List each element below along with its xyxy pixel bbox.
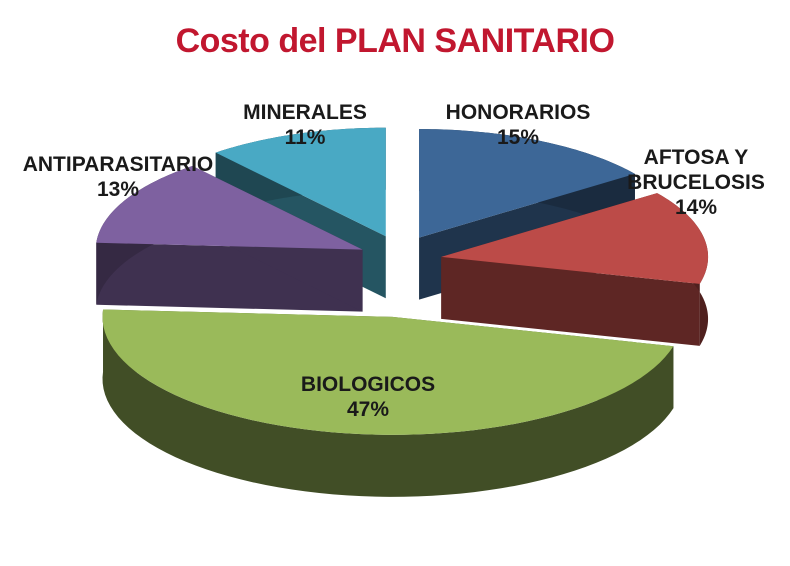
chart-title: Costo del PLAN SANITARIO: [175, 22, 615, 60]
label-name: HONORARIOS: [445, 101, 591, 124]
pie-slice-antiparasitario: [96, 165, 363, 312]
slice-top: [215, 127, 386, 237]
pie-slice-biologicos: [102, 309, 674, 497]
slice-outer-wall: [102, 309, 674, 497]
label-name: AFTOSA Y BRUCELOSIS: [627, 146, 765, 194]
label-value: 47%: [346, 398, 390, 421]
label-aftosa: AFTOSA Y BRUCELOSIS 14%: [627, 145, 765, 220]
label-biologicos: BIOLOGICOS 47%: [301, 372, 435, 422]
slice-top: [96, 165, 363, 250]
slice-top: [441, 193, 709, 284]
label-name: ANTIPARASITARIO: [22, 153, 214, 176]
slice-top: [102, 309, 674, 435]
label-value: 15%: [496, 126, 540, 149]
label-value: 14%: [674, 196, 718, 219]
label-name: MINERALES: [243, 101, 367, 124]
label-value: 11%: [284, 126, 326, 149]
label-name: BIOLOGICOS: [300, 373, 436, 396]
label-honorarios: HONORARIOS 15%: [446, 100, 591, 150]
label-value: 13%: [96, 178, 140, 201]
label-minerales: MINERALES 11%: [243, 100, 367, 150]
label-antiparasitario: ANTIPARASITARIO 13%: [23, 152, 214, 202]
pie-slice-aftosa: [441, 193, 709, 346]
slice-top: [419, 129, 635, 238]
slice-side-wall: [441, 256, 700, 346]
